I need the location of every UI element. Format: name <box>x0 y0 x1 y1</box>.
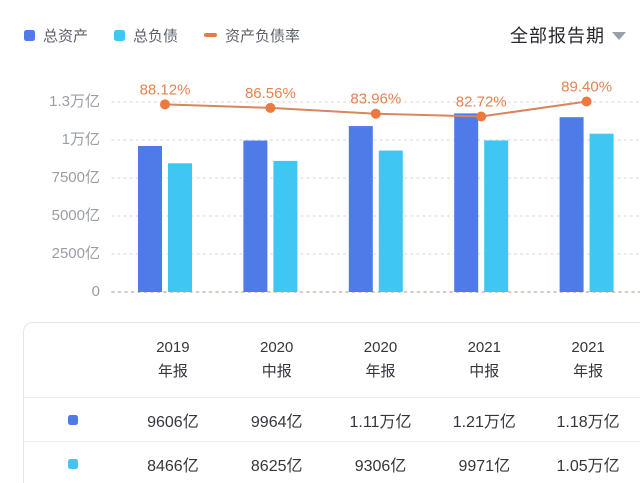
chart-legend: 总资产 总负债 资产负债率 <box>24 25 300 46</box>
chevron-down-icon <box>612 32 626 40</box>
report-period-dropdown[interactable]: 全部报告期 <box>510 22 626 48</box>
table-header-cell: 2020 中报 <box>225 336 329 384</box>
bar-total-assets[interactable] <box>348 126 373 292</box>
ratio-value-label: 86.56% <box>245 85 296 102</box>
y-axis-tick-label: 2500亿 <box>51 245 100 262</box>
ratio-value-label: 89.40% <box>561 79 612 96</box>
ratio-point[interactable] <box>476 111 487 122</box>
bar-total-liabilities[interactable] <box>168 163 192 292</box>
legend-label: 资产负债率 <box>225 27 301 45</box>
bar-total-assets[interactable] <box>138 145 162 292</box>
total-assets-marker-icon <box>67 414 78 425</box>
total-liabilities-swatch-icon <box>114 29 126 41</box>
report-year: 2020 <box>260 339 294 356</box>
ratio-point[interactable] <box>160 99 170 110</box>
bar-total-liabilities[interactable] <box>589 133 614 292</box>
legend-item-debt-ratio[interactable]: 资产负债率 <box>204 25 300 46</box>
ratio-point[interactable] <box>581 96 592 107</box>
legend-item-total-liabilities[interactable]: 总负债 <box>114 25 178 46</box>
table-row: 9606亿 9964亿 1.11万亿 1.21万亿 1.18万亿 <box>24 397 640 441</box>
report-type: 年报 <box>573 363 604 380</box>
legend-label: 总资产 <box>43 27 89 45</box>
topbar: 总资产 总负债 资产负债率 全部报告期 <box>24 24 626 46</box>
legend-label: 总负债 <box>133 27 179 45</box>
row-marker-cell <box>24 458 121 469</box>
table-row: 8466亿 8625亿 9306亿 9971亿 1.05万亿 <box>24 441 640 483</box>
ratio-point[interactable] <box>265 102 276 113</box>
table-cell: 9606亿 <box>147 413 199 431</box>
bar-total-liabilities[interactable] <box>273 160 298 292</box>
bar-total-assets[interactable] <box>454 113 479 293</box>
row-marker-cell <box>24 414 121 425</box>
table-cell: 9306亿 <box>354 457 407 475</box>
ratio-value-label: 82.72% <box>456 94 507 111</box>
y-axis-tick-label: 0 <box>91 283 100 300</box>
chart-canvas: 88.12% 86.56% 83.96% 82.72% 89.40% <box>111 79 640 293</box>
report-year: 2021 <box>571 339 605 356</box>
table-body: 9606亿 9964亿 1.11万亿 1.21万亿 1.18万亿 8466亿 8625亿 93… <box>24 397 640 483</box>
report-type: 中报 <box>469 363 500 380</box>
table-header-row: 2019 年报 2020 中报 2020 年报 2021 中报 2021 年报 <box>24 323 640 397</box>
report-year: 2021 <box>467 339 501 356</box>
report-type: 年报 <box>365 363 396 380</box>
report-type: 中报 <box>261 363 292 380</box>
report-year: 2019 <box>156 339 190 356</box>
report-year: 2020 <box>363 339 398 356</box>
report-period-value: 全部报告期 <box>510 26 605 46</box>
table-cell: 8466亿 <box>147 457 199 475</box>
table-cell: 1.21万亿 <box>452 413 516 431</box>
table-header-cell: 2020 年报 <box>329 336 433 384</box>
total-liabilities-marker-icon <box>67 458 78 469</box>
ratio-value-label: 88.12% <box>140 81 191 98</box>
table-cell: 8625亿 <box>250 457 303 475</box>
legend-item-total-assets[interactable]: 总资产 <box>24 25 88 46</box>
y-axis-tick-label: 1.3万亿 <box>49 93 100 110</box>
debt-ratio-swatch-icon <box>204 33 218 37</box>
table-cell: 1.18万亿 <box>556 413 620 431</box>
bar-total-assets[interactable] <box>243 140 268 292</box>
ratio-point[interactable] <box>370 108 381 119</box>
y-axis-tick-label: 5000亿 <box>51 207 100 224</box>
bar-total-liabilities[interactable] <box>484 140 509 292</box>
table-header-cell: 2021 年报 <box>536 336 640 384</box>
report-data-table: 2019 年报 2020 中报 2020 年报 2021 中报 2021 年报 9606亿 9964… <box>23 322 640 483</box>
ratio-value-label: 83.96% <box>350 91 401 108</box>
table-header-cell: 2021 中报 <box>432 336 536 384</box>
table-cell: 9971亿 <box>458 457 511 475</box>
table-cell: 1.11万亿 <box>349 413 412 431</box>
table-cell: 9964亿 <box>250 413 303 431</box>
y-axis-tick-label: 1万亿 <box>61 131 100 148</box>
table-cell: 1.05万亿 <box>556 457 620 475</box>
bar-total-assets[interactable] <box>559 117 584 292</box>
total-assets-swatch-icon <box>24 29 35 41</box>
assets-liabilities-chart: 0 2500亿 5000亿 7500亿 1万亿 1.3万亿 88.12% 86.56% 83.… <box>0 56 640 306</box>
table-header-cell: 2019 年报 <box>121 336 225 384</box>
report-type: 年报 <box>157 363 188 380</box>
y-axis-tick-label: 7500亿 <box>51 169 100 186</box>
bar-total-liabilities[interactable] <box>378 150 403 292</box>
